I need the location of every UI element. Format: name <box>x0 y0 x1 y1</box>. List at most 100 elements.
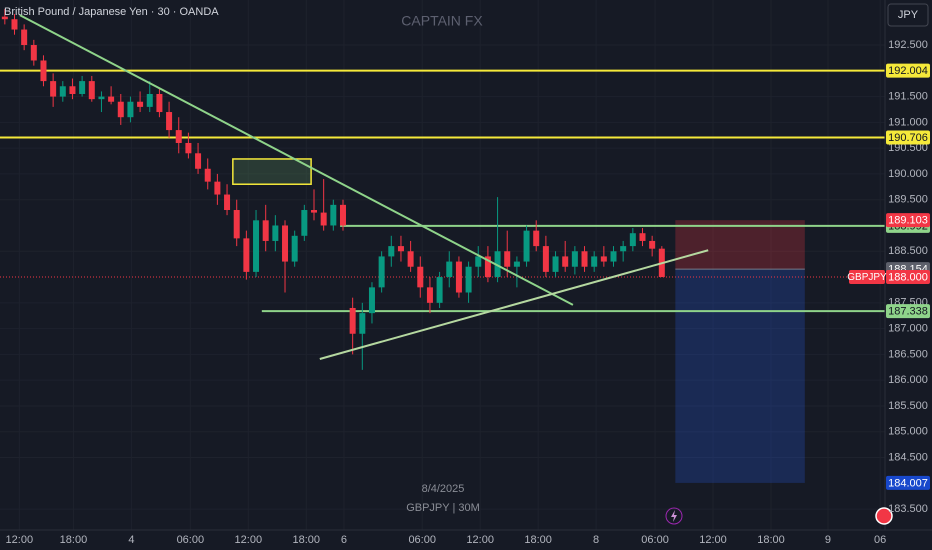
candle-body <box>137 101 144 107</box>
price-tag <box>886 304 930 319</box>
candle-body <box>484 256 491 278</box>
candle-body <box>349 307 356 334</box>
x-tick-label: 18:00 <box>60 534 88 546</box>
candle-body <box>571 251 578 267</box>
price-tag <box>886 213 930 228</box>
y-tick-label: 188.500 <box>888 245 928 257</box>
stop-zone <box>675 220 805 270</box>
candle-body <box>494 251 501 278</box>
y-tick-label: 191.000 <box>888 116 928 128</box>
candle-body <box>88 81 95 100</box>
x-tick-label: 12:00 <box>699 534 727 546</box>
candle-body <box>320 212 327 226</box>
logo[interactable] <box>875 507 893 525</box>
candle-body <box>108 96 115 102</box>
x-tick-label: 06 <box>874 534 886 546</box>
x-tick-label: 9 <box>825 534 831 546</box>
candle-body <box>523 230 530 262</box>
y-tick-label: 183.500 <box>888 503 928 515</box>
candle-body <box>542 246 549 272</box>
x-tick-label: 06:00 <box>408 534 436 546</box>
candle-body <box>117 101 124 118</box>
candle-body <box>610 251 617 262</box>
candle-body <box>378 256 385 288</box>
x-tick-label: 6 <box>341 534 347 546</box>
x-tick-label: 12:00 <box>466 534 494 546</box>
x-tick-label: 12:00 <box>6 534 34 546</box>
candle-body <box>166 112 173 131</box>
price-tag <box>886 63 930 78</box>
candle-body <box>30 45 37 61</box>
y-tick-label: 185.500 <box>888 400 928 412</box>
candle-body <box>475 256 482 267</box>
symbol-tag-label: GBPJPY <box>847 272 887 283</box>
candle-body <box>533 230 540 247</box>
candle-body <box>426 287 433 303</box>
candle-body <box>562 256 569 267</box>
candle-body <box>600 256 607 262</box>
y-tick-label: 185.000 <box>888 426 928 438</box>
candle-body <box>262 220 269 241</box>
candle-body <box>504 251 511 267</box>
currency-button[interactable] <box>887 3 929 27</box>
candle-body <box>339 204 346 226</box>
y-tick-label: 186.000 <box>888 374 928 386</box>
candle-body <box>204 168 211 182</box>
event-icon[interactable] <box>665 507 683 525</box>
price-tag-label: 184.007 <box>888 477 928 489</box>
event-bolt <box>671 510 677 522</box>
candle-body <box>214 181 221 195</box>
candle-body <box>552 256 559 272</box>
y-tick-label: 190.000 <box>888 168 928 180</box>
candle-body <box>156 93 163 113</box>
candle-body <box>50 81 57 97</box>
trendline <box>319 249 709 360</box>
price-tag-label: 190.706 <box>888 132 928 144</box>
candle-body <box>359 313 366 334</box>
candle-body <box>417 266 424 288</box>
y-tick-label: 184.500 <box>888 451 928 463</box>
y-tick-label: 186.500 <box>888 348 928 360</box>
candle-body <box>98 96 105 100</box>
x-tick-label: 18:00 <box>524 534 552 546</box>
price-tag <box>886 270 930 285</box>
candle-body <box>639 233 646 241</box>
x-tick-label: 12:00 <box>235 534 263 546</box>
candle-body <box>272 225 279 241</box>
candle-body <box>311 210 318 213</box>
candle-body <box>195 153 202 169</box>
candle-body <box>368 287 375 314</box>
y-tick-label: 190.500 <box>888 142 928 154</box>
watermark: CAPTAIN FX <box>401 13 483 29</box>
supply-zone <box>232 158 312 185</box>
candle-body <box>301 210 308 236</box>
candle-body <box>397 246 404 252</box>
x-tick-label: 8 <box>593 534 599 546</box>
candle-body <box>127 101 134 118</box>
candle-body <box>175 130 182 143</box>
x-tick-label: 06:00 <box>177 534 205 546</box>
chart-title: British Pound / Japanese Yen · 30 · OAND… <box>4 6 219 18</box>
candle-body <box>253 220 260 272</box>
target-zone <box>675 269 805 483</box>
candle-body <box>1 16 8 20</box>
candle-body <box>388 246 395 257</box>
y-tick-label: 191.500 <box>888 90 928 102</box>
candle-body <box>291 235 298 262</box>
candle-body <box>436 277 443 303</box>
symbol-tag <box>849 270 885 285</box>
candle-body <box>446 261 453 278</box>
candle-body <box>455 261 462 293</box>
currency-label: JPY <box>898 9 919 21</box>
candle-body <box>407 251 414 267</box>
axis: 192.500 191.500 191.000 190.500 190.000 189.5… <box>6 39 930 546</box>
candle-body <box>330 204 337 226</box>
price-tag-label: 187.338 <box>888 306 928 318</box>
candle-body <box>282 225 289 262</box>
candle-body <box>513 261 520 267</box>
plot <box>0 8 885 483</box>
y-tick-label: 189.500 <box>888 194 928 206</box>
candle-body <box>649 240 656 249</box>
trendline <box>19 14 574 306</box>
